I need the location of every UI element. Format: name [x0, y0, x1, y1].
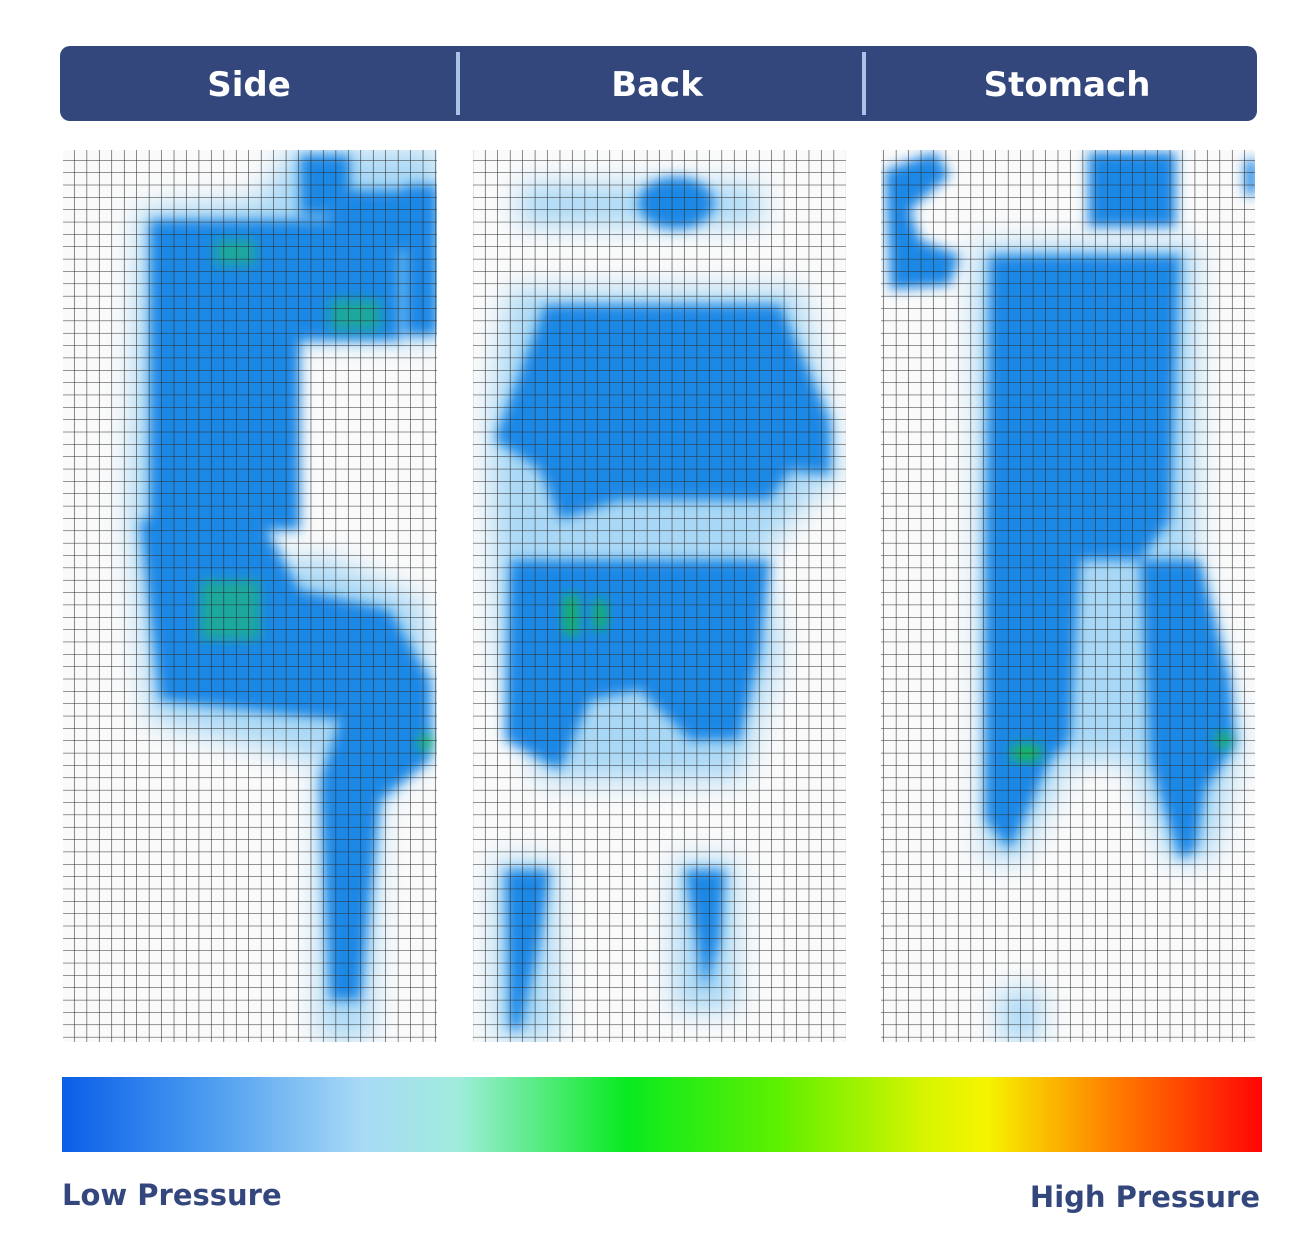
tab-stomach[interactable]: Stomach	[984, 65, 1151, 105]
high-pressure-label: High Pressure	[1030, 1180, 1260, 1214]
tab-back[interactable]: Back	[611, 65, 704, 105]
back-pressure-map	[473, 150, 846, 1042]
low-pressure-label: Low Pressure	[62, 1178, 282, 1212]
side-pressure-map	[63, 150, 437, 1042]
tab-side[interactable]: Side	[207, 65, 291, 105]
pressure-scale	[62, 1077, 1262, 1152]
tab-bar	[60, 46, 1257, 121]
stomach-pressure-map	[881, 150, 1255, 1042]
